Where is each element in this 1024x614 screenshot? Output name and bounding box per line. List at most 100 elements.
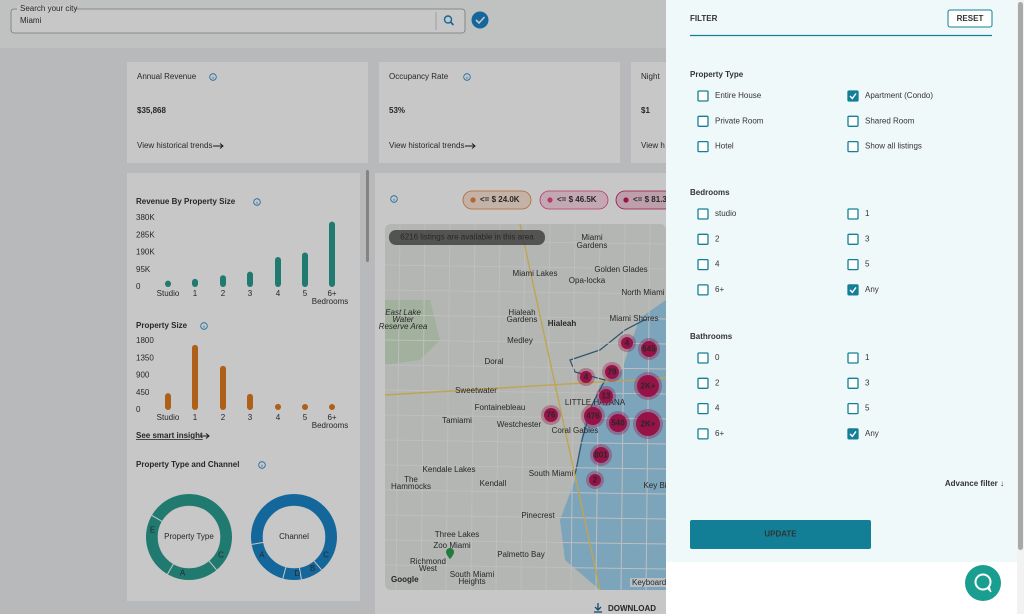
map-cluster-label: 2 [593, 476, 598, 485]
checkbox[interactable] [847, 352, 859, 364]
download-button[interactable]: DOWNLOAD [608, 604, 656, 613]
map-cluster [593, 447, 609, 463]
map-cluster [584, 407, 602, 425]
map-road [384, 564, 667, 570]
checkbox[interactable] [697, 140, 709, 153]
map-place-label: Gardens [577, 241, 608, 250]
bar [275, 257, 281, 287]
map-place-label: LITTLE HAVANA [565, 398, 626, 407]
checkbox-label: 2 [715, 378, 720, 387]
map-pin [446, 548, 454, 559]
checkbox[interactable] [697, 428, 709, 440]
legend-label: <= $ 24.0K [480, 195, 520, 204]
map-cluster [609, 414, 627, 432]
checkbox[interactable] [697, 352, 709, 364]
search-box[interactable] [10, 8, 466, 34]
card-link[interactable]: View historical trends [389, 141, 464, 150]
map-cluster [637, 375, 659, 397]
checkbox-label: Entire House [715, 91, 762, 100]
bar [165, 393, 171, 410]
checkbox-label: 2 [715, 234, 720, 243]
bar [329, 404, 335, 410]
checkbox[interactable] [697, 208, 709, 220]
checkbox-label: 3 [865, 378, 870, 387]
card-link[interactable]: View h [641, 141, 665, 150]
map-cluster-label: 801 [594, 451, 608, 460]
x-tick-label: 5 [303, 289, 308, 298]
checkbox[interactable] [847, 402, 859, 415]
x-tick-label: Studio [157, 289, 180, 298]
search-icon[interactable] [443, 15, 453, 24]
map-place-label: Hammocks [391, 482, 431, 491]
map-notice-bg [389, 230, 545, 245]
verified-check [475, 16, 486, 25]
map-road [384, 539, 667, 545]
advance-filter-link[interactable]: Advance filter ↓ [945, 479, 1004, 488]
map-road [384, 439, 667, 445]
map-highway [519, 223, 601, 591]
y-tick-label: 1800 [136, 336, 154, 345]
checkbox[interactable] [697, 377, 709, 389]
map-road [470, 223, 476, 591]
map-place-label: Reserve Area [379, 322, 428, 331]
map-cluster [599, 389, 613, 403]
chat-icon [974, 573, 992, 591]
map-highway [384, 377, 667, 396]
map-road [570, 223, 576, 591]
y-tick-label: 450 [136, 388, 150, 397]
smart-insight-link[interactable]: See smart insight [136, 431, 203, 440]
map-place-label: Pinecrest [521, 511, 555, 520]
filter-title: FILTER [690, 14, 718, 23]
checkbox[interactable] [847, 208, 859, 220]
reset-button[interactable] [947, 9, 993, 28]
checkbox-label: 4 [715, 260, 720, 269]
card-value: 53% [389, 106, 405, 115]
map-cluster-label: 545 [642, 345, 656, 354]
checkbox[interactable] [847, 284, 859, 296]
checkbox[interactable] [847, 90, 859, 102]
chart-title: Revenue By Property Size [136, 197, 236, 206]
map-boundary [569, 317, 649, 476]
checkbox[interactable] [697, 284, 709, 296]
card-link[interactable]: View historical trends [137, 141, 212, 150]
update-button[interactable] [690, 520, 871, 549]
info-icon [253, 198, 261, 206]
search-label-bg [17, 5, 75, 12]
checkbox[interactable] [847, 115, 859, 127]
bar [302, 404, 308, 410]
checkbox[interactable] [697, 90, 709, 102]
legend-dot [623, 197, 629, 203]
verified-badge [471, 11, 489, 29]
donut-segment-label: B [310, 564, 315, 573]
checkbox[interactable] [847, 140, 859, 153]
map-keyboard-bg [630, 578, 666, 587]
map-cluster-label: 76 [547, 411, 556, 420]
x-tick-label: 3 [248, 289, 253, 298]
info-icon [209, 73, 217, 81]
map-road [645, 223, 651, 591]
legend-pill [539, 190, 609, 210]
x-axis-label: Bedrooms [312, 421, 348, 430]
map-place-label: Doral [484, 357, 503, 366]
map-place-label: Tamiami [442, 416, 472, 425]
checkbox[interactable] [697, 258, 709, 271]
checkbox[interactable] [847, 258, 859, 271]
donut-segment-label: E [150, 526, 155, 535]
map-place-label: Opa-locka [569, 276, 606, 285]
checkbox[interactable] [847, 233, 859, 245]
checkbox[interactable] [697, 233, 709, 245]
checkbox[interactable] [697, 115, 709, 127]
y-tick-label: 190K [136, 248, 155, 257]
donut-separator [298, 567, 302, 580]
card-title: Occupancy Rate [389, 72, 449, 81]
donut-separator [282, 566, 287, 579]
map-place-label: Medley [507, 336, 533, 345]
donut-separator [151, 515, 163, 522]
checkbox[interactable] [847, 377, 859, 389]
checkbox[interactable] [847, 428, 859, 440]
chat-button[interactable] [965, 565, 1001, 601]
map-road [384, 389, 667, 395]
map-road [384, 464, 667, 470]
bar [220, 275, 226, 287]
checkbox[interactable] [697, 402, 709, 415]
